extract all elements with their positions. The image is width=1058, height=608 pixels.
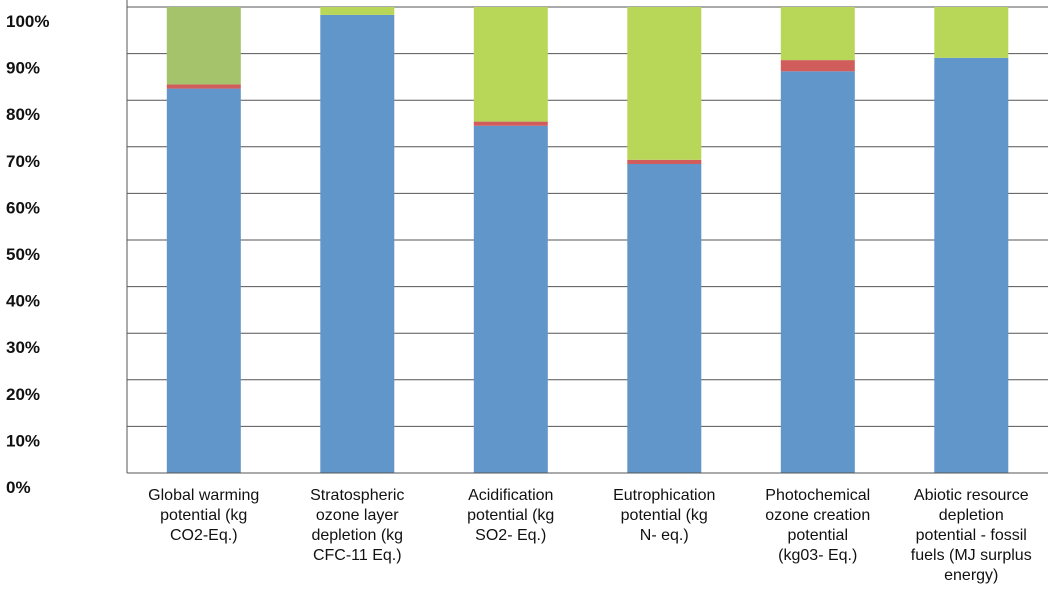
bar-segment: [934, 7, 1009, 58]
bar-segment: [166, 7, 241, 85]
y-tick-label: 90%: [6, 59, 40, 78]
bar-segment: [780, 71, 855, 474]
bar-segment: [473, 125, 548, 474]
grid-lines: [127, 6, 1048, 427]
bar-segment: [780, 60, 855, 72]
bar-segment: [627, 7, 702, 160]
bars: [166, 7, 1009, 474]
x-category-label: Photochemical ozone creation potential (kg0…: [765, 487, 870, 564]
bar-segment: [627, 159, 702, 164]
y-tick-label: 70%: [6, 152, 40, 171]
y-tick-label: 50%: [6, 245, 40, 264]
x-category-label: Stratospheric ozone layer depletion (kg CFC…: [310, 487, 404, 564]
bar-segment: [166, 88, 241, 473]
x-category-label: Abiotic resource depletion potential - fos…: [911, 487, 1032, 584]
bar-segment: [780, 7, 855, 61]
x-category-label: Eutrophication potential (kg N- eq.): [613, 487, 715, 544]
bar-segment: [320, 14, 395, 474]
x-category-labels: Global warming potential (kg CO2-Eq.) Strat…: [148, 487, 1032, 584]
y-tick-label: 20%: [6, 385, 40, 404]
y-tick-label: 80%: [6, 105, 40, 124]
bar-segment: [166, 84, 241, 89]
bar-segment: [473, 7, 548, 122]
axes: [126, 0, 1048, 474]
y-tick-label: 30%: [6, 338, 40, 357]
y-tick-label: 40%: [6, 292, 40, 311]
x-category-label: Global warming potential (kg CO2-Eq.): [148, 487, 259, 544]
y-tick-label: 0%: [6, 478, 31, 497]
y-tick-label: 10%: [6, 431, 40, 450]
bar-segment: [934, 57, 1009, 474]
bar-segment: [473, 121, 548, 126]
y-tick-labels: 0% 10% 20% 30% 40% 50% 60% 70% 80% 90% 100%: [6, 12, 49, 497]
x-category-label: Acidification potential (kg SO2- Eq.): [467, 487, 554, 544]
bar-segment: [320, 7, 395, 15]
y-tick-label: 100%: [6, 12, 49, 31]
bar-segment: [627, 164, 702, 473]
y-tick-label: 60%: [6, 198, 40, 217]
